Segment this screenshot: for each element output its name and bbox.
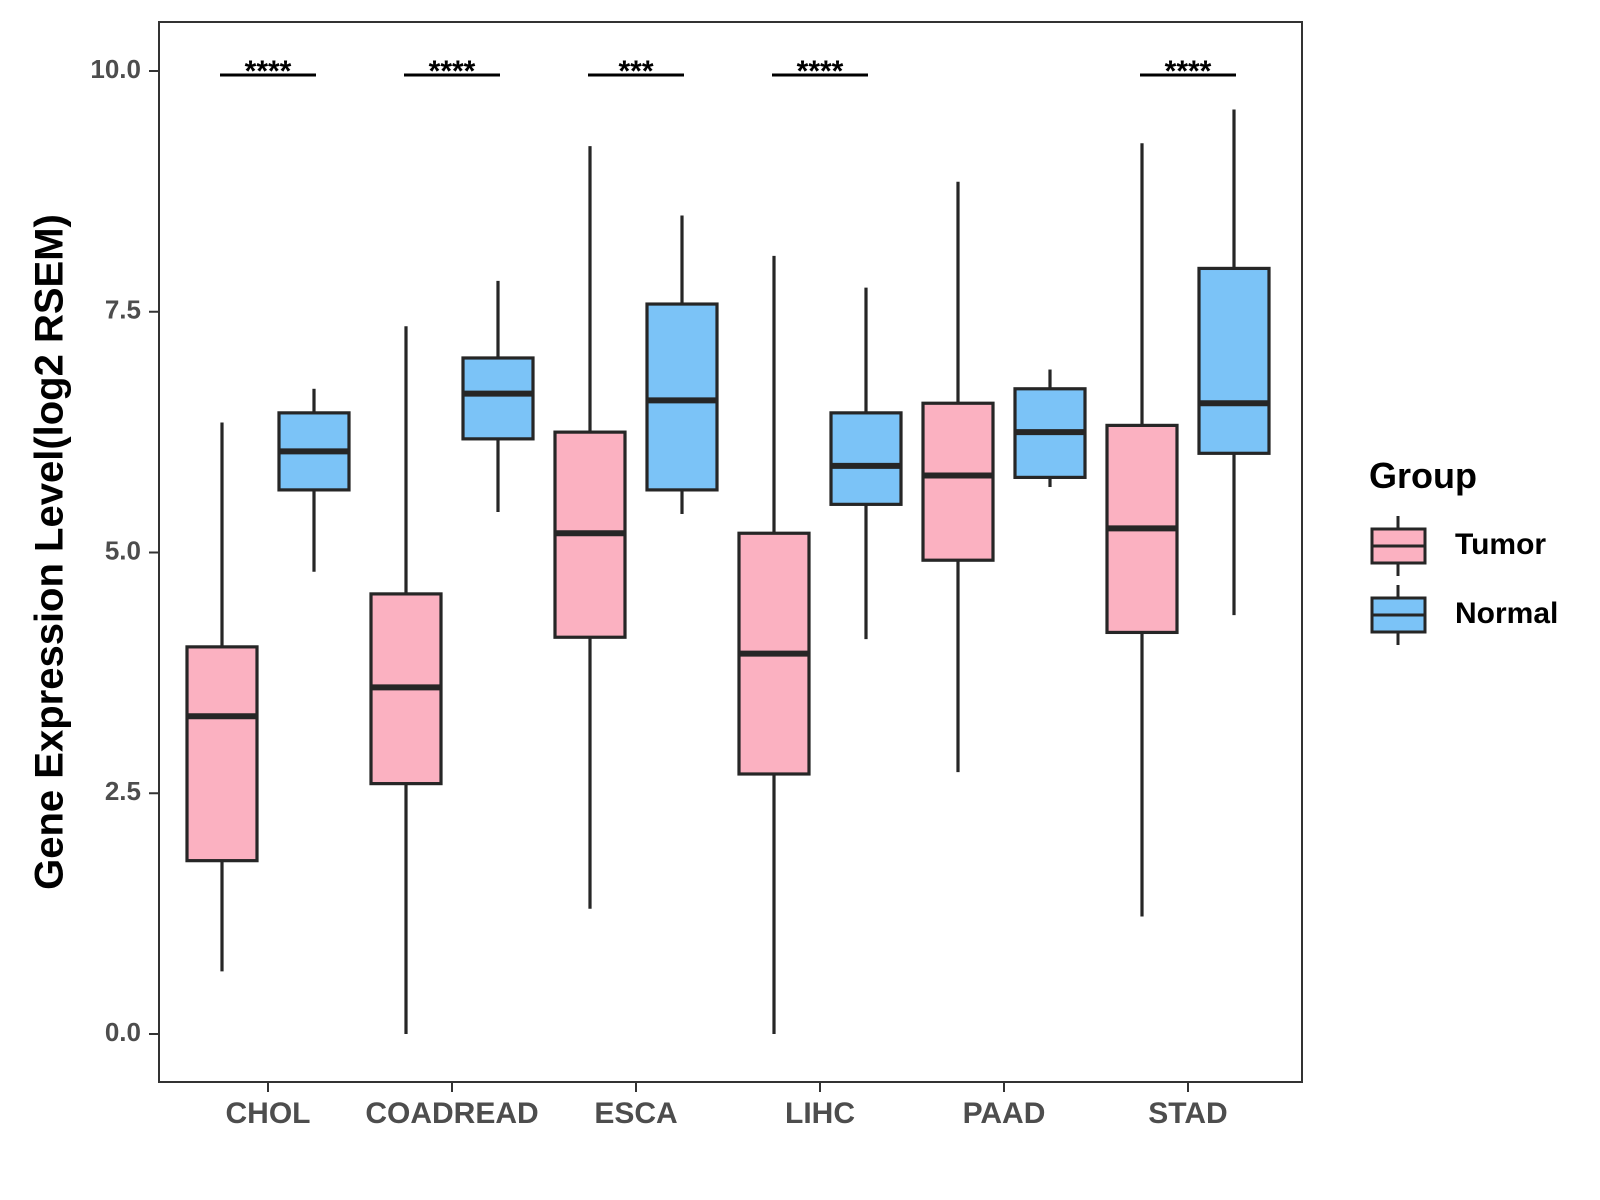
box-series: [185, 109, 1271, 1034]
box-iqr: [461, 356, 535, 441]
box-normal-esca: [645, 215, 719, 514]
box-tumor-stad: [1105, 143, 1179, 917]
significance-label: ****: [429, 55, 476, 88]
legend-label-tumor: Tumor: [1455, 528, 1546, 561]
legend-key-tumor: [1370, 516, 1427, 576]
x-tick-label-stad: STAD: [1148, 1097, 1227, 1130]
y-axis: 0.0 2.5 5.0 7.5 10.0: [90, 54, 159, 1047]
box-iqr: [921, 401, 995, 562]
significance-annotations: **** **** *** **** ****: [220, 55, 1236, 88]
box-tumor-lihc: [737, 255, 811, 1034]
y-axis-title: Gene Expression Level(log2 RSEM): [28, 214, 72, 890]
box-iqr: [829, 411, 903, 506]
box-iqr: [185, 645, 259, 863]
x-tick-label-esca: ESCA: [594, 1097, 677, 1130]
significance-label: ****: [797, 55, 844, 88]
y-tick-label: 5.0: [105, 535, 141, 565]
box-normal-chol: [277, 388, 351, 572]
box-tumor-chol: [185, 422, 259, 972]
x-axis: CHOL COADREAD ESCA LIHC PAAD STAD: [226, 1082, 1228, 1130]
y-tick-label: 0.0: [105, 1017, 141, 1047]
box-tumor-coadread: [369, 326, 443, 1034]
significance-label: ****: [1165, 55, 1212, 88]
y-tick-label: 10.0: [90, 54, 141, 84]
legend: Group Tumor Normal: [1369, 455, 1558, 645]
x-tick-label-paad: PAAD: [963, 1097, 1046, 1130]
y-tick-label: 7.5: [105, 295, 141, 325]
x-tick-label-lihc: LIHC: [785, 1097, 855, 1130]
legend-label-normal: Normal: [1455, 597, 1558, 630]
box-normal-stad: [1197, 109, 1271, 616]
significance-label: ****: [245, 55, 292, 88]
box-normal-paad: [1013, 369, 1087, 488]
box-iqr: [1197, 266, 1271, 455]
legend-title: Group: [1369, 455, 1477, 496]
y-tick-label: 2.5: [105, 776, 141, 806]
box-normal-lihc: [829, 287, 903, 640]
box-tumor-esca: [553, 146, 627, 909]
box-normal-coadread: [461, 280, 535, 513]
legend-key-normal: [1370, 585, 1427, 645]
x-tick-label-chol: CHOL: [226, 1097, 311, 1130]
box-iqr: [645, 302, 719, 492]
box-tumor-paad: [921, 181, 995, 773]
significance-label: ***: [618, 55, 653, 88]
x-tick-label-coadread: COADREAD: [365, 1097, 538, 1130]
